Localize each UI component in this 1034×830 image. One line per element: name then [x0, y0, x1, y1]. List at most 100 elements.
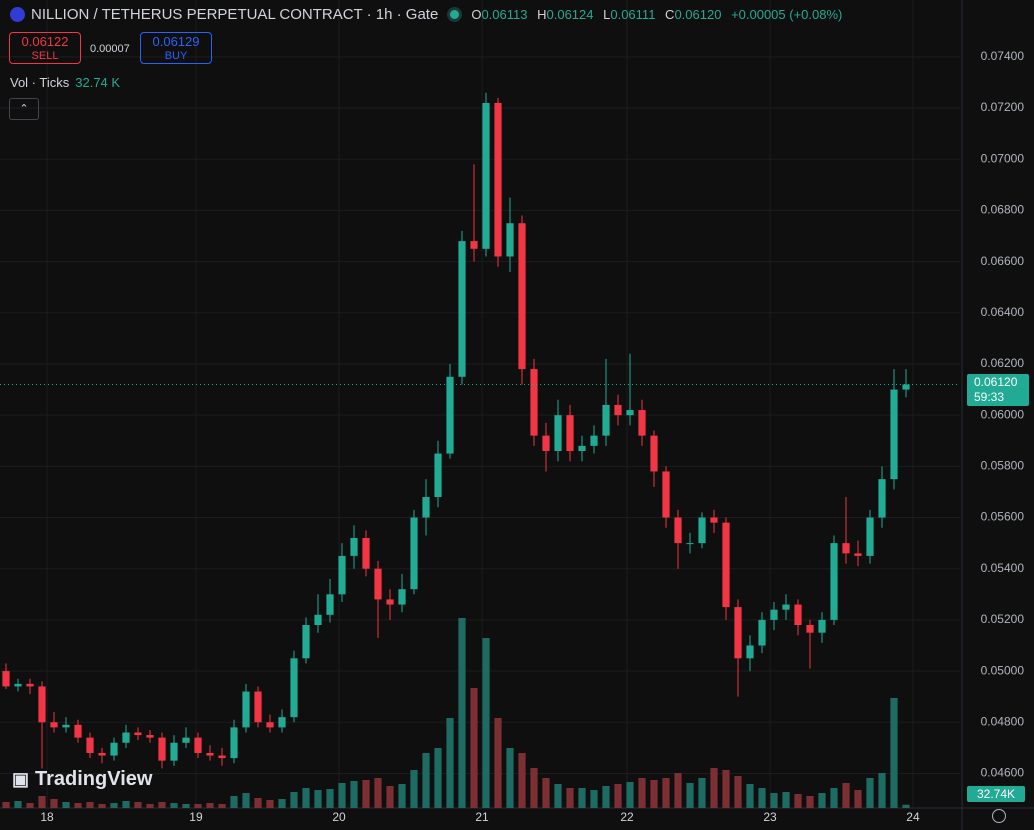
candle-body: [686, 543, 694, 545]
candle-body: [602, 404, 610, 436]
symbol-title[interactable]: NILLION / TETHERUS PERPETUAL CONTRACT · …: [31, 6, 439, 23]
candle-body: [710, 517, 718, 523]
volume-value: 32.74 K: [75, 75, 121, 90]
candle-body: [338, 555, 346, 595]
volume-bar: [794, 794, 802, 808]
candle-body: [398, 589, 406, 605]
candle-body: [854, 553, 862, 556]
volume-title: Vol · Ticks: [10, 75, 70, 90]
volume-bar: [542, 778, 550, 808]
candle-body: [482, 102, 490, 249]
x-tick-label: 23: [763, 810, 777, 824]
y-tick-label: 0.07400: [981, 49, 1025, 63]
volume-bar: [26, 803, 34, 808]
volume-bar: [242, 793, 250, 808]
c-value: 0.06120: [674, 7, 722, 22]
volume-bar: [86, 802, 94, 808]
candle-body: [650, 435, 658, 472]
change: +0.00005 (+0.08%): [731, 7, 843, 22]
volume-bar: [314, 790, 322, 808]
candle-body: [674, 517, 682, 544]
settings-button[interactable]: [992, 809, 1006, 823]
collapse-button[interactable]: ⌃: [9, 98, 39, 120]
last-price-badge: 0.06120 59:33: [967, 374, 1029, 407]
sell-button[interactable]: 0.06122 SELL: [9, 32, 81, 64]
volume-bar: [590, 790, 598, 808]
header: NILLION / TETHERUS PERPETUAL CONTRACT · …: [10, 6, 848, 23]
volume-bar: [566, 788, 574, 808]
candle-body: [386, 599, 394, 605]
buy-button[interactable]: 0.06129 BUY: [140, 32, 212, 64]
candle-body: [758, 619, 766, 646]
volume-badge: 32.74K: [967, 786, 1025, 802]
candle-body: [506, 223, 514, 257]
ohlc: O0.06113 H0.06124 L0.06111 C0.06120 +0.0…: [471, 7, 848, 22]
volume-bar: [758, 788, 766, 808]
y-tick-label: 0.07000: [981, 151, 1025, 165]
candle-body: [86, 737, 94, 753]
candle-body: [230, 727, 238, 759]
x-tick-label: 19: [189, 810, 203, 824]
volume-bar: [482, 638, 490, 808]
y-tick-label: 0.05800: [981, 459, 1025, 473]
volume-bar: [410, 770, 418, 808]
candle-body: [638, 410, 646, 436]
volume-bar: [662, 778, 670, 808]
volume-bar: [626, 782, 634, 808]
volume-bar: [230, 796, 238, 808]
volume-bar: [638, 778, 646, 808]
candle-body: [326, 594, 334, 615]
volume-bar: [722, 770, 730, 808]
y-tick-label: 0.06200: [981, 356, 1025, 370]
candle-body: [446, 376, 454, 454]
candle-body: [122, 732, 130, 743]
x-tick-label: 21: [475, 810, 489, 824]
volume-bar: [614, 784, 622, 808]
volume-bar: [326, 789, 334, 808]
logo-text: TradingView: [35, 768, 153, 790]
candle-body: [2, 671, 10, 687]
volume-bar: [866, 778, 874, 808]
symbol-icon: [10, 7, 25, 22]
candle-body: [38, 686, 46, 723]
candle-body: [554, 415, 562, 451]
candle-body: [698, 517, 706, 544]
candle-body: [722, 522, 730, 608]
candle-body: [206, 752, 214, 756]
buy-label: BUY: [164, 50, 188, 62]
y-tick-label: 0.06000: [981, 407, 1025, 421]
volume-bar: [134, 802, 142, 808]
x-tick-label: 18: [40, 810, 54, 824]
h-value: 0.06124: [546, 7, 594, 22]
y-tick-label: 0.06400: [981, 305, 1025, 319]
volume-bar: [278, 799, 286, 808]
candle-body: [218, 755, 226, 759]
h-key: H: [537, 7, 547, 22]
candle-body: [158, 737, 166, 761]
sell-label: SELL: [31, 50, 59, 62]
volume-bar: [38, 796, 46, 808]
volume-bar: [206, 803, 214, 808]
candle-body: [194, 737, 202, 753]
volume-bar: [830, 788, 838, 808]
volume-bar: [782, 792, 790, 808]
candle-body: [14, 683, 22, 687]
y-tick-label: 0.05200: [981, 612, 1025, 626]
volume-bar: [254, 798, 262, 808]
candle-body: [302, 625, 310, 659]
volume-bar: [98, 804, 106, 808]
volume-bar: [530, 768, 538, 808]
volume-legend: Vol · Ticks 32.74 K: [10, 75, 120, 90]
volume-bar: [446, 718, 454, 808]
y-tick-label: 0.05600: [981, 510, 1025, 524]
volume-bar: [338, 783, 346, 808]
volume-bar: [374, 778, 382, 808]
volume-bar: [806, 796, 814, 808]
candle-body: [890, 389, 898, 480]
volume-bar: [422, 753, 430, 808]
spread: 0.00007: [90, 43, 130, 55]
volume-bar: [62, 802, 70, 808]
candle-body: [830, 543, 838, 620]
